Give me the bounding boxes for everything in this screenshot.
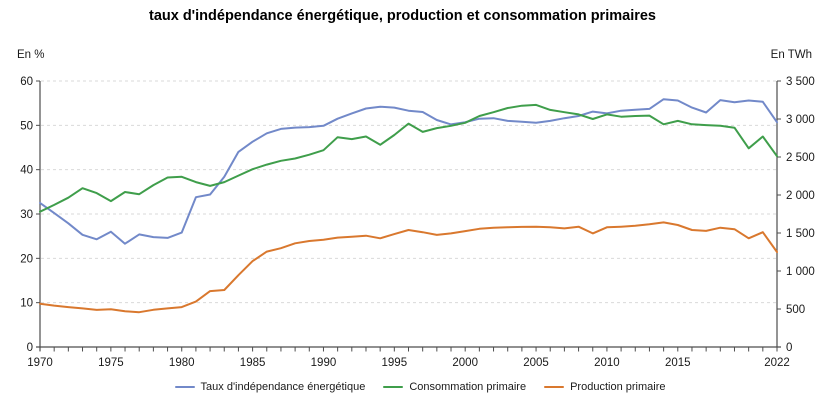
svg-text:2 500: 2 500 bbox=[786, 152, 815, 164]
svg-text:1 500: 1 500 bbox=[786, 228, 815, 240]
svg-text:2010: 2010 bbox=[594, 357, 620, 369]
svg-text:1995: 1995 bbox=[382, 357, 408, 369]
legend-swatch-consommation-icon bbox=[383, 385, 404, 389]
svg-text:500: 500 bbox=[786, 304, 805, 316]
svg-text:0: 0 bbox=[786, 342, 792, 354]
legend-item-consommation: Consommation primaire bbox=[383, 381, 526, 393]
legend-item-taux: Taux d'indépendance énergétique bbox=[174, 381, 366, 393]
svg-text:1 000: 1 000 bbox=[786, 266, 815, 278]
svg-text:1975: 1975 bbox=[98, 357, 124, 369]
svg-text:0: 0 bbox=[27, 342, 33, 354]
legend-label-consommation: Consommation primaire bbox=[409, 381, 527, 393]
svg-text:2000: 2000 bbox=[452, 357, 478, 369]
right-axis-unit-label: En TWh bbox=[770, 49, 812, 61]
svg-text:60: 60 bbox=[20, 76, 33, 88]
legend-label-production: Production primaire bbox=[570, 381, 666, 393]
svg-text:20: 20 bbox=[20, 253, 33, 265]
left-axis-unit-label: En % bbox=[17, 49, 45, 61]
svg-text:2 000: 2 000 bbox=[786, 190, 815, 202]
legend-swatch-taux-icon bbox=[174, 385, 195, 389]
legend-label-taux: Taux d'indépendance énergétique bbox=[200, 381, 366, 393]
svg-text:2005: 2005 bbox=[523, 357, 549, 369]
legend-item-production: Production primaire bbox=[544, 381, 665, 393]
svg-text:40: 40 bbox=[20, 165, 33, 177]
svg-text:1990: 1990 bbox=[311, 357, 337, 369]
svg-text:2022: 2022 bbox=[764, 357, 790, 369]
legend-swatch-production-icon bbox=[544, 385, 565, 389]
svg-text:1980: 1980 bbox=[169, 357, 195, 369]
legend: Taux d'indépendance énergétique Consomma… bbox=[0, 381, 840, 393]
svg-text:30: 30 bbox=[20, 209, 33, 221]
svg-text:3 500: 3 500 bbox=[786, 76, 815, 88]
svg-text:3 000: 3 000 bbox=[786, 114, 815, 126]
svg-text:10: 10 bbox=[20, 298, 33, 310]
svg-text:50: 50 bbox=[20, 120, 33, 132]
svg-text:1985: 1985 bbox=[240, 357, 266, 369]
svg-text:1970: 1970 bbox=[27, 357, 53, 369]
chart-title: taux d'indépendance énergétique, product… bbox=[148, 8, 656, 24]
svg-text:2015: 2015 bbox=[665, 357, 691, 369]
